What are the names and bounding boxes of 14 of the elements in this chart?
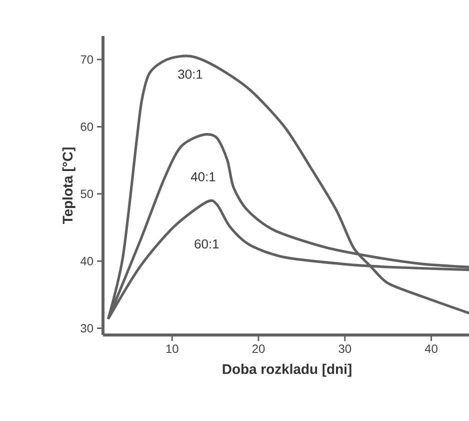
y-axis-title: Teplota [°C] bbox=[62, 148, 76, 224]
x-tick-label: 40 bbox=[424, 344, 438, 353]
x-tick-label: 10 bbox=[166, 344, 178, 353]
series-label: 60:1 bbox=[194, 239, 219, 249]
y-tick-label: 30 bbox=[80, 324, 94, 333]
x-tick-label: 30 bbox=[338, 344, 352, 353]
y-tick-label: 40 bbox=[80, 256, 94, 266]
y-tick-label: 50 bbox=[80, 190, 94, 198]
x-tick-label: 20 bbox=[252, 344, 265, 353]
series-label: 30:1 bbox=[178, 70, 202, 79]
y-tick-label: 60 bbox=[80, 122, 94, 131]
x-axis-title: Doba rozkladu [dni] bbox=[222, 364, 352, 377]
series-label: 40:1 bbox=[190, 172, 216, 182]
y-tick-label: 70 bbox=[80, 55, 94, 64]
